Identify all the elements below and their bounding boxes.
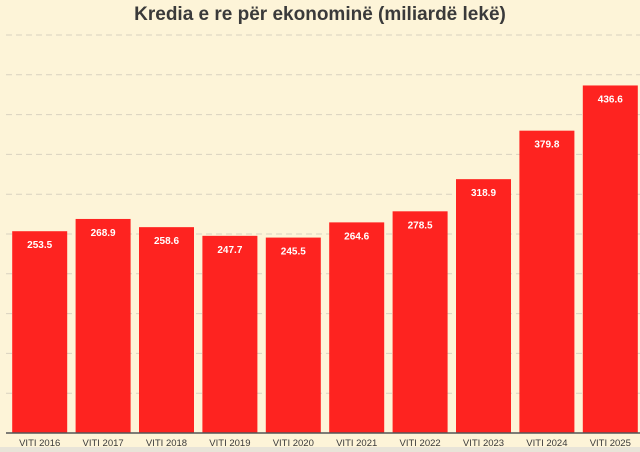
bar [456, 179, 511, 433]
x-tick-label: VITI 2016 [19, 438, 60, 449]
x-tick-label: VITI 2025 [590, 438, 631, 449]
data-label: 268.9 [91, 228, 116, 239]
data-label: 379.8 [534, 140, 559, 151]
bar [202, 235, 258, 433]
x-tick-label: VITI 2024 [526, 438, 567, 449]
data-label: 247.7 [217, 245, 242, 256]
x-tick-label: VITI 2020 [273, 438, 314, 449]
bar [582, 85, 638, 433]
bar [12, 231, 68, 433]
data-label: 245.5 [281, 247, 306, 258]
x-tick-label: VITI 2018 [146, 438, 187, 449]
data-label: 253.5 [27, 240, 52, 251]
bar [519, 130, 575, 433]
bar [139, 227, 194, 433]
data-label: 278.5 [408, 220, 433, 231]
x-tick-label: VITI 2021 [336, 438, 377, 449]
data-label: 264.6 [344, 231, 369, 242]
bar [392, 211, 448, 433]
data-label: 318.9 [471, 188, 496, 199]
bar [265, 237, 321, 433]
bottom-strip [0, 447, 640, 452]
bar [329, 222, 385, 433]
x-tick-label: VITI 2023 [463, 438, 504, 449]
x-tick-label: VITI 2019 [209, 438, 250, 449]
x-tick-label: VITI 2022 [399, 438, 440, 449]
data-label: 258.6 [154, 236, 179, 247]
data-label: 436.6 [598, 94, 623, 105]
bar [75, 218, 131, 433]
chart-title: Kredia e re për ekonominë (miliardë lekë… [134, 4, 506, 25]
x-tick-label: VITI 2017 [82, 438, 123, 449]
